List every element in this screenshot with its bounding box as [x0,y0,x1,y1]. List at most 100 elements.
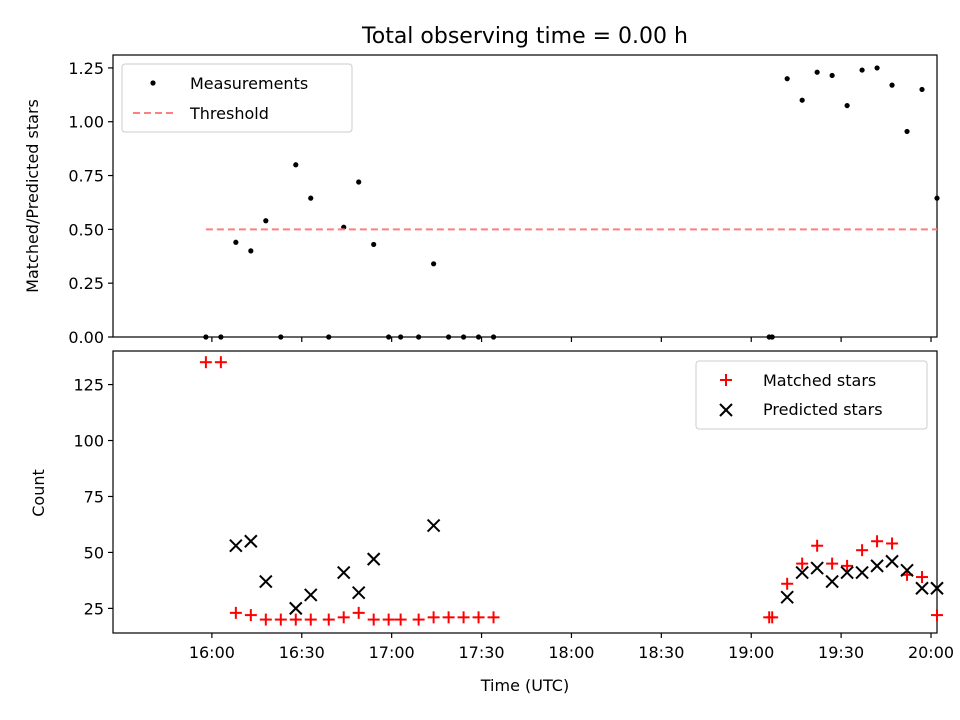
matched-stars-point [304,613,317,626]
y-tick-label: 1.25 [68,59,104,78]
x-tick-label: 19:00 [728,643,774,662]
measurement-point [784,76,790,82]
x-axis-label: Time (UTC) [480,676,569,695]
predicted-stars-point [289,601,303,616]
matched-stars-point [214,356,227,369]
measurement-point [934,195,940,201]
matched-stars-point [916,571,929,584]
matched-stars-point [289,613,302,626]
x-tick-label: 17:00 [369,643,415,662]
y-tick-label: 125 [73,376,104,395]
predicted-stars-point [426,518,441,533]
matched-stars-point [766,611,779,624]
measurement-point [844,102,850,109]
predicted-stars-point [870,559,884,573]
measurement-point [814,69,820,75]
y-tick-label: 0.25 [68,274,104,293]
bottom-legend-box [695,360,928,430]
predicted-stars-point [825,574,839,589]
legend-label-measurements: Measurements [190,74,308,93]
matched-stars-point [412,613,425,626]
matched-stars-point [457,611,470,624]
predicted-stars-point [885,554,899,569]
matched-stars-point [886,537,899,550]
measurement-point [326,334,332,340]
x-tick-label: 20:00 [908,643,954,662]
measurement-point [233,239,239,245]
predicted-stars-point [337,565,351,580]
legend-label-threshold: Threshold [189,104,269,123]
matched-stars-point [811,539,824,552]
matched-stars-point [244,609,257,622]
predicted-stars-point [915,581,929,595]
predicted-stars-point [930,581,944,595]
measurement-point [475,334,482,340]
measurement-point [904,128,910,135]
matched-stars-point [781,577,794,590]
matched-stars-point [274,613,287,626]
matched-stars-point [427,611,440,624]
matched-stars-point [352,606,365,619]
bottom-legend: Matched stars Predicted stars [695,360,928,430]
measurement-point [874,65,880,71]
bottom-y-axis-label: Count [29,469,48,517]
top-axes-marks [203,65,940,340]
legend-label-predicted: Predicted stars [763,400,883,419]
y-tick-label: 0.00 [68,328,104,347]
predicted-stars-point [351,586,366,600]
matched-stars-point [841,559,854,572]
measurement-point [416,334,422,340]
y-tick-label: 0.75 [68,167,104,186]
predicted-stars-point [840,565,854,580]
matched-stars-point [472,611,485,624]
matched-stars-point [382,613,395,626]
bottom-axes-marks [199,356,944,626]
measurement-point [889,82,895,88]
x-tick-label: 17:30 [458,643,504,662]
measurement-point [431,261,437,267]
matched-stars-point [322,613,335,626]
matched-stars-point [229,606,242,619]
matched-stars-point [442,611,455,624]
measurement-point [218,334,224,340]
bottom-axes-ticks: 25 50 75 100 125 16:00 16:30 17:00 17:30 18:00 18:… [73,376,954,662]
predicted-stars-point [259,574,273,589]
top-axes: 0.00 0.25 0.50 0.75 1.00 1.25 Matched/Predict… [23,54,940,347]
chart-title: Total observing time = 0.00 h [361,24,688,49]
matched-stars-point [856,544,869,557]
measurement-point [445,334,452,340]
matched-stars-point [199,356,212,369]
measurement-point [919,86,925,93]
measurement-point [203,334,209,340]
predicted-stars-point [855,565,869,580]
measurement-point [829,72,835,79]
bottom-axes: 25 50 75 100 125 16:00 16:30 17:00 17:30 18:00 18:… [29,350,954,695]
predicted-stars-point [810,561,824,575]
x-tick-label: 18:00 [548,643,594,662]
predicted-stars-point [795,565,809,580]
x-tick-label: 16:30 [279,643,325,662]
y-tick-label: 1.00 [68,113,104,132]
predicted-stars-point [229,539,243,553]
measurement-point [859,67,865,73]
matched-stars-point [796,557,809,570]
x-tick-label: 18:30 [638,643,684,662]
y-tick-label: 0.50 [68,220,104,239]
x-tick-label: 16:00 [189,643,235,662]
predicted-stars-point [244,534,258,548]
measurement-point [398,334,404,340]
y-tick-label: 50 [84,543,104,562]
measurement-point [293,162,299,168]
matched-stars-point [394,613,407,626]
measurement-point [278,334,284,340]
predicted-stars-point [900,563,914,578]
matched-stars-point [871,535,884,548]
y-tick-label: 100 [73,432,104,451]
legend-label-matched: Matched stars [763,371,876,390]
measurement-point [799,97,805,103]
predicted-stars-point [304,588,318,602]
predicted-stars-point [780,590,794,604]
measurement-point [386,334,392,340]
matched-stars-point [367,613,380,626]
